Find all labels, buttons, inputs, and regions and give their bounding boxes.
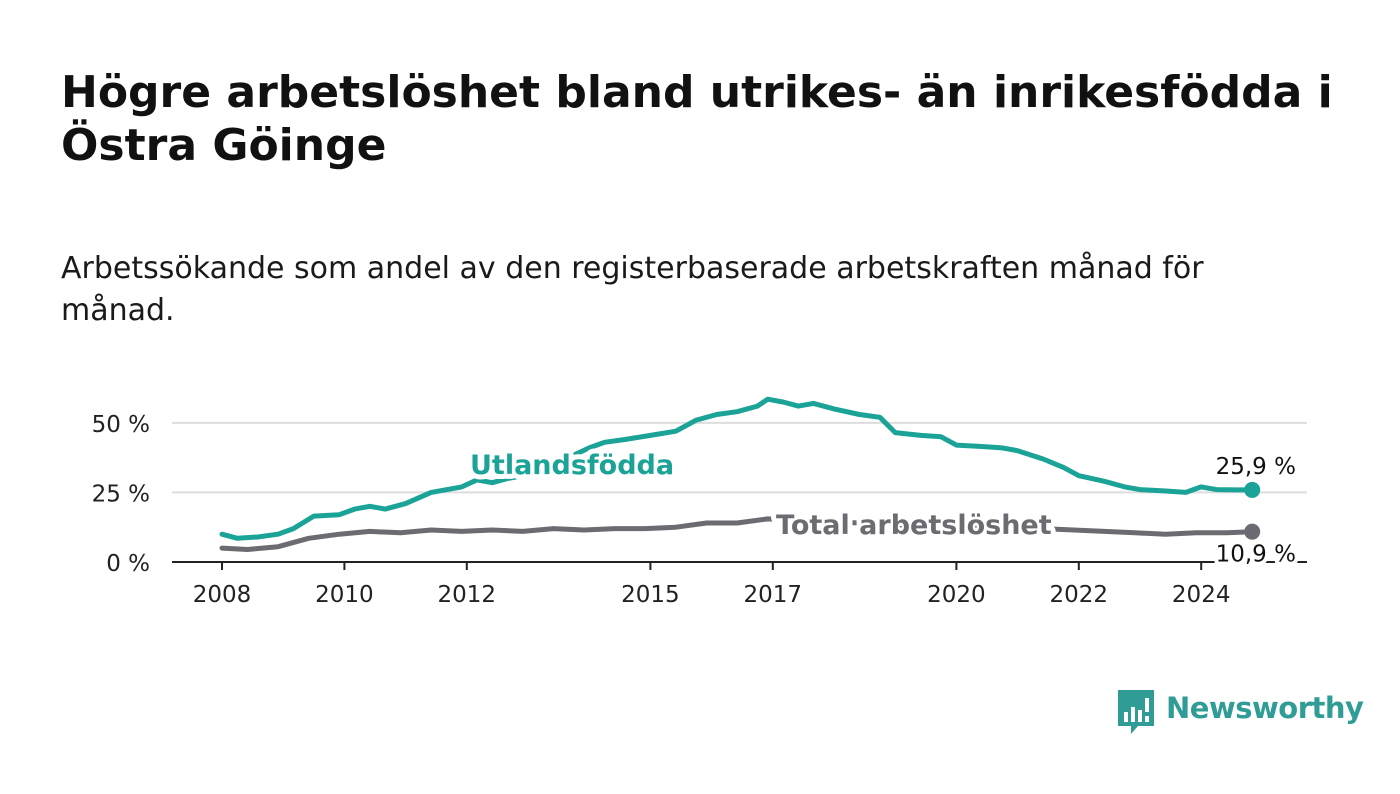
end-value-foreign-born: 25,9 % — [1216, 454, 1296, 480]
foreign-born-line — [219, 396, 1255, 541]
x-tick-label: 2012 — [438, 582, 497, 608]
series-label-total: Total arbetslöshet — [776, 510, 1052, 541]
chart-title: Högre arbetslöshet bland utrikes- än inr… — [61, 67, 1333, 171]
x-tick-label: 2020 — [927, 582, 986, 608]
chart-subtitle: Arbetssökande som andel av den registerb… — [61, 251, 1204, 328]
y-tick-label: 50 % — [92, 412, 150, 438]
end-value-total: 10,9 % — [1216, 542, 1296, 568]
bar-chart-logo-icon — [1118, 690, 1154, 734]
x-tick-label: 2015 — [621, 582, 680, 608]
x-tick-label: 2017 — [744, 582, 803, 608]
x-tick-label: 2008 — [193, 582, 252, 608]
x-tick-label: 2024 — [1172, 582, 1231, 608]
total-unemployment-line — [219, 516, 1255, 552]
end-point-total — [1244, 523, 1261, 540]
newsworthy-logo: Newsworthy — [1118, 690, 1364, 736]
y-tick-label: 0 % — [106, 551, 150, 577]
series-label-foreign-born: Utlandsfödda — [470, 450, 674, 481]
y-tick-label: 25 % — [92, 481, 150, 507]
x-tick-label: 2022 — [1050, 582, 1109, 608]
brand-name: Newsworthy — [1166, 691, 1364, 725]
end-point-foreign-born — [1244, 481, 1261, 498]
x-tick-label: 2010 — [315, 582, 374, 608]
